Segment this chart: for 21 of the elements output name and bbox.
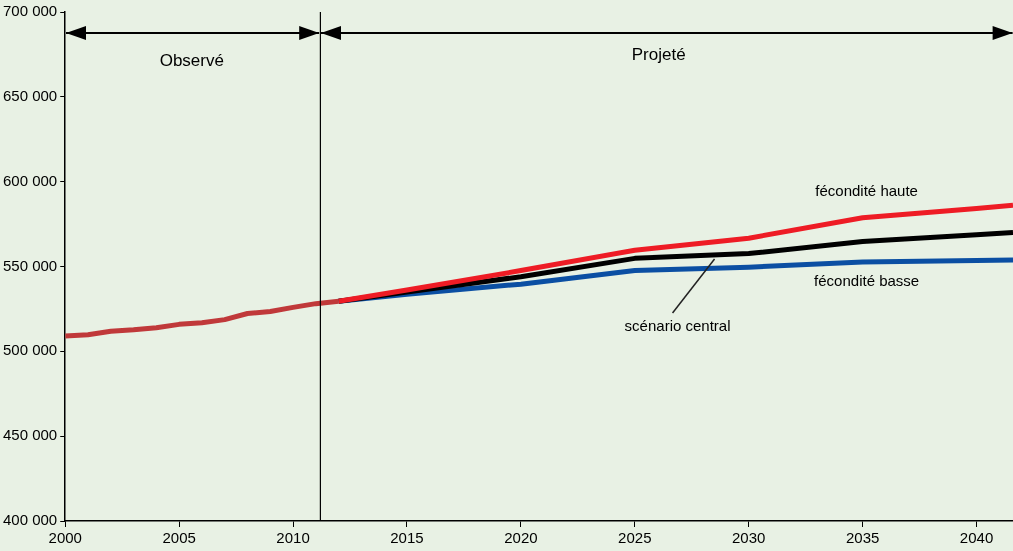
x-tick-label: 2005 [162, 529, 196, 547]
y-tick-label: 650 000 [2, 86, 58, 104]
annotation: Projeté [631, 44, 686, 64]
x-tick-label: 2020 [504, 529, 538, 547]
y-tick-label: 550 000 [2, 256, 58, 274]
y-tick-label: 700 000 [2, 2, 58, 20]
x-tick-label: 2040 [959, 529, 994, 547]
x-tick-label: 2025 [618, 529, 652, 547]
series-label: fécondité basse [814, 272, 920, 290]
annotation: Observé [159, 50, 224, 70]
y-tick-label: 400 000 [2, 511, 58, 529]
x-tick-label: 2000 [48, 529, 82, 547]
text: scénario central [624, 317, 731, 335]
y-tick-label: 450 000 [2, 426, 58, 444]
y-tick-label: 600 000 [2, 171, 58, 189]
x-tick-label: 2035 [845, 529, 880, 547]
x-tick-label: 2015 [390, 529, 424, 547]
series-label: fécondité haute [815, 181, 918, 199]
x-tick-label: 2010 [276, 529, 310, 547]
y-tick-label: 500 000 [2, 341, 58, 359]
x-tick-label: 2030 [732, 529, 766, 547]
